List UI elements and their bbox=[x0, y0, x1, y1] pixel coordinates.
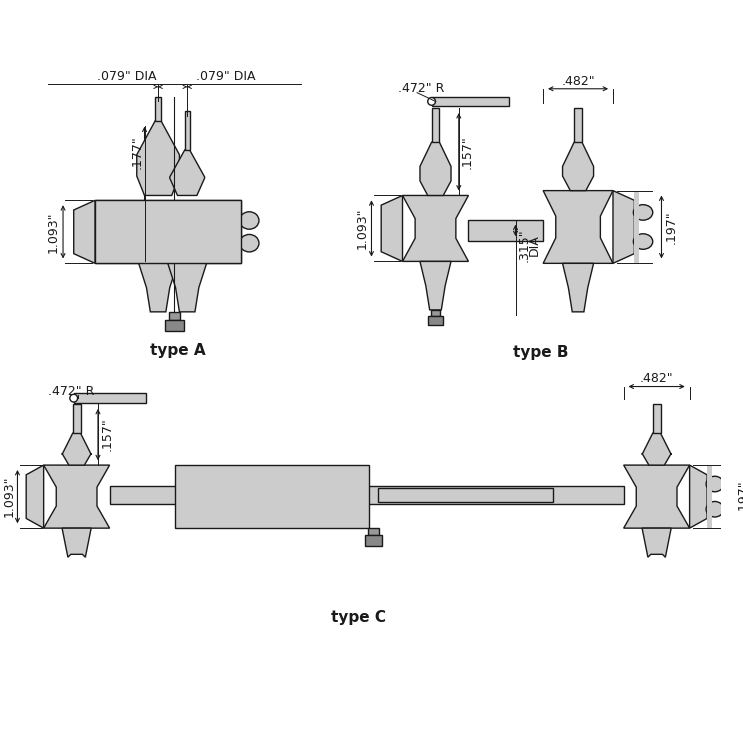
Bar bbox=[155, 97, 161, 121]
Text: type C: type C bbox=[331, 610, 386, 625]
Text: 1.093": 1.093" bbox=[47, 211, 60, 253]
Ellipse shape bbox=[239, 212, 259, 229]
Bar bbox=[428, 316, 444, 325]
Polygon shape bbox=[642, 433, 671, 465]
Polygon shape bbox=[562, 142, 594, 191]
Polygon shape bbox=[26, 465, 44, 528]
Ellipse shape bbox=[706, 476, 724, 492]
Polygon shape bbox=[613, 191, 635, 263]
Text: .482": .482" bbox=[640, 372, 673, 386]
Text: .197": .197" bbox=[736, 480, 743, 513]
Bar bbox=[73, 404, 80, 433]
Ellipse shape bbox=[706, 502, 724, 517]
Polygon shape bbox=[139, 263, 178, 312]
Ellipse shape bbox=[633, 234, 653, 250]
Bar bbox=[432, 97, 509, 106]
Bar bbox=[469, 220, 543, 241]
Text: .197": .197" bbox=[665, 210, 678, 244]
Bar bbox=[653, 404, 661, 433]
Text: .157": .157" bbox=[100, 418, 113, 452]
Text: .482": .482" bbox=[561, 74, 595, 88]
Polygon shape bbox=[690, 465, 707, 528]
Polygon shape bbox=[623, 465, 690, 528]
Polygon shape bbox=[168, 263, 207, 312]
Bar bbox=[74, 393, 146, 403]
Bar bbox=[635, 191, 639, 263]
Text: type B: type B bbox=[513, 345, 569, 360]
Bar bbox=[368, 528, 379, 535]
Bar bbox=[169, 312, 181, 319]
Bar bbox=[110, 487, 623, 504]
Bar bbox=[574, 108, 582, 142]
Text: .472" R: .472" R bbox=[48, 385, 95, 398]
Text: .079" DIA: .079" DIA bbox=[97, 70, 157, 82]
Text: DIA: DIA bbox=[528, 234, 540, 256]
Polygon shape bbox=[420, 262, 451, 310]
Bar bbox=[378, 488, 553, 502]
Text: .315": .315" bbox=[518, 228, 531, 262]
Bar bbox=[165, 319, 184, 331]
Ellipse shape bbox=[239, 235, 259, 252]
Polygon shape bbox=[562, 263, 594, 312]
Polygon shape bbox=[62, 528, 91, 557]
Text: 1.093": 1.093" bbox=[355, 208, 369, 249]
Bar bbox=[707, 465, 712, 528]
Text: .177": .177" bbox=[130, 135, 143, 169]
Text: type A: type A bbox=[149, 343, 205, 358]
Text: .157": .157" bbox=[461, 135, 474, 169]
Polygon shape bbox=[74, 201, 95, 263]
Polygon shape bbox=[137, 121, 179, 195]
Polygon shape bbox=[642, 528, 671, 557]
Bar bbox=[175, 465, 369, 528]
Text: .079" DIA: .079" DIA bbox=[196, 70, 256, 82]
Polygon shape bbox=[169, 150, 204, 195]
Circle shape bbox=[428, 97, 435, 106]
Polygon shape bbox=[543, 191, 613, 263]
Polygon shape bbox=[420, 142, 451, 195]
Ellipse shape bbox=[633, 204, 653, 220]
Bar bbox=[365, 535, 382, 545]
Circle shape bbox=[70, 395, 77, 402]
Polygon shape bbox=[44, 465, 110, 528]
Bar bbox=[431, 310, 441, 316]
Polygon shape bbox=[381, 195, 403, 262]
Bar bbox=[185, 111, 189, 150]
Text: 1.093": 1.093" bbox=[2, 476, 15, 517]
Bar bbox=[432, 108, 439, 142]
Bar bbox=[95, 201, 241, 263]
Text: .472" R: .472" R bbox=[398, 82, 444, 95]
Polygon shape bbox=[62, 433, 91, 465]
Polygon shape bbox=[403, 195, 469, 262]
Bar bbox=[95, 201, 241, 263]
